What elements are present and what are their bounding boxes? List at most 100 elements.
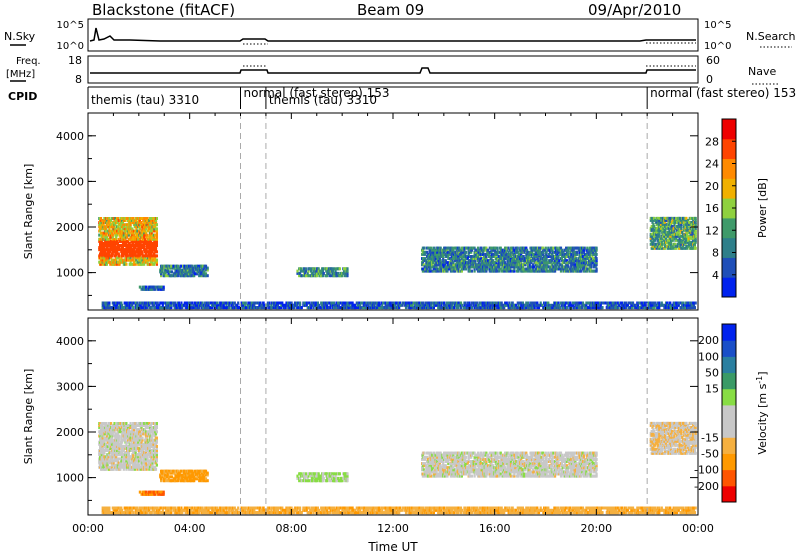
heatmap-cell <box>100 239 103 243</box>
heatmap-cell <box>117 237 120 241</box>
heatmap-cell <box>452 263 455 267</box>
heatmap-cell <box>115 258 118 262</box>
heatmap-cell <box>456 248 459 252</box>
heatmap-cell <box>150 233 153 237</box>
heatmap-cell <box>622 303 625 307</box>
heatmap-cell <box>422 269 425 273</box>
heatmap-cell <box>476 265 479 269</box>
heatmap-cell <box>487 259 490 263</box>
heatmap-cell <box>603 301 606 305</box>
heatmap-cell <box>690 232 693 236</box>
heatmap-cell <box>525 306 528 310</box>
heatmap-cell <box>567 255 570 258</box>
heatmap-cell <box>330 274 333 278</box>
heatmap-cell <box>129 256 132 260</box>
heatmap-cell <box>571 263 574 267</box>
heatmap-cell <box>430 246 433 250</box>
heatmap-cell <box>115 252 118 256</box>
heatmap-cell <box>490 250 493 254</box>
heatmap-cell <box>665 240 668 244</box>
heatmap-cell <box>160 264 164 268</box>
heatmap-cell <box>555 255 558 258</box>
heatmap-cell <box>531 248 534 252</box>
heatmap-cell <box>138 252 141 256</box>
heatmap-cell <box>672 234 675 238</box>
heatmap-cell <box>653 303 656 307</box>
heatmap-cell <box>466 257 469 261</box>
heatmap-cell <box>498 265 501 269</box>
heatmap-cell <box>123 227 126 231</box>
heatmap-cell <box>126 248 129 252</box>
heatmap-cell <box>145 225 148 229</box>
heatmap-cell <box>592 265 596 269</box>
heatmap-cell <box>450 246 453 250</box>
heatmap-cell <box>429 269 432 273</box>
heatmap-cell <box>562 250 565 254</box>
heatmap-cell <box>138 246 141 250</box>
heatmap-cell <box>634 303 637 307</box>
heatmap-cell <box>686 226 689 230</box>
heatmap-cell <box>656 236 659 240</box>
heatmap-cell <box>580 301 583 305</box>
heatmap-cell <box>146 239 149 243</box>
heatmap-cell <box>428 257 431 261</box>
heatmap-cell <box>511 301 514 305</box>
heatmap-cell <box>104 244 107 247</box>
heatmap-cell <box>124 239 127 243</box>
heatmap-cell <box>276 301 280 305</box>
nsky-label: N.Sky <box>4 30 36 43</box>
heatmap-cell <box>134 246 137 250</box>
heatmap-cell <box>104 233 108 237</box>
heatmap-cell <box>595 267 598 271</box>
heatmap-cell <box>664 222 667 226</box>
heatmap-cell <box>540 267 543 271</box>
heatmap-cell <box>114 223 117 227</box>
heatmap-cell <box>550 246 553 250</box>
heatmap-cell <box>309 267 312 271</box>
heatmap-cell <box>525 257 528 261</box>
heatmap-cell <box>686 232 689 236</box>
heatmap-cell <box>326 274 329 278</box>
heatmap-cell <box>384 303 387 307</box>
heatmap-cell <box>315 303 318 307</box>
heatmap-cell <box>563 261 566 265</box>
heatmap-cell <box>304 267 308 271</box>
heatmap-cell <box>459 263 462 267</box>
heatmap-cell <box>655 220 658 224</box>
heatmap-cell <box>103 219 106 222</box>
heatmap-cell <box>539 259 542 263</box>
heatmap-cell <box>293 306 296 310</box>
heatmap-cell <box>458 250 461 254</box>
heatmap-cell <box>108 301 111 305</box>
heatmap-cell <box>543 261 546 265</box>
heatmap-cell <box>552 261 555 265</box>
heatmap-cell <box>155 237 158 241</box>
heatmap-cell <box>531 263 535 267</box>
heatmap-cell <box>531 250 534 254</box>
heatmap-cell <box>694 230 697 234</box>
heatmap-cell <box>300 306 303 310</box>
heatmap-cell <box>257 306 260 310</box>
heatmap-cell <box>120 258 123 262</box>
heatmap-cell <box>468 301 471 305</box>
heatmap-cell <box>118 254 121 258</box>
heatmap-cells <box>98 216 697 310</box>
heatmap-cell <box>332 306 335 310</box>
heatmap-cell <box>556 248 559 252</box>
heatmap-cell <box>656 230 659 234</box>
heatmap-cell <box>453 306 456 310</box>
heatmap-cell <box>305 301 308 305</box>
heatmap-cell <box>529 267 532 271</box>
heatmap-cell <box>659 222 663 226</box>
heatmap-cell <box>557 255 560 258</box>
heatmap-cell <box>113 258 116 262</box>
heatmap-cell <box>201 301 204 305</box>
heatmap-cell <box>130 246 133 250</box>
heatmap-cell <box>531 306 535 310</box>
heatmap-cell <box>121 246 125 250</box>
heatmap-cell <box>177 274 180 278</box>
heatmap-cell <box>138 233 141 237</box>
heatmap-cell <box>654 236 657 240</box>
heatmap-cell <box>191 301 194 305</box>
heatmap-cell <box>458 303 461 307</box>
